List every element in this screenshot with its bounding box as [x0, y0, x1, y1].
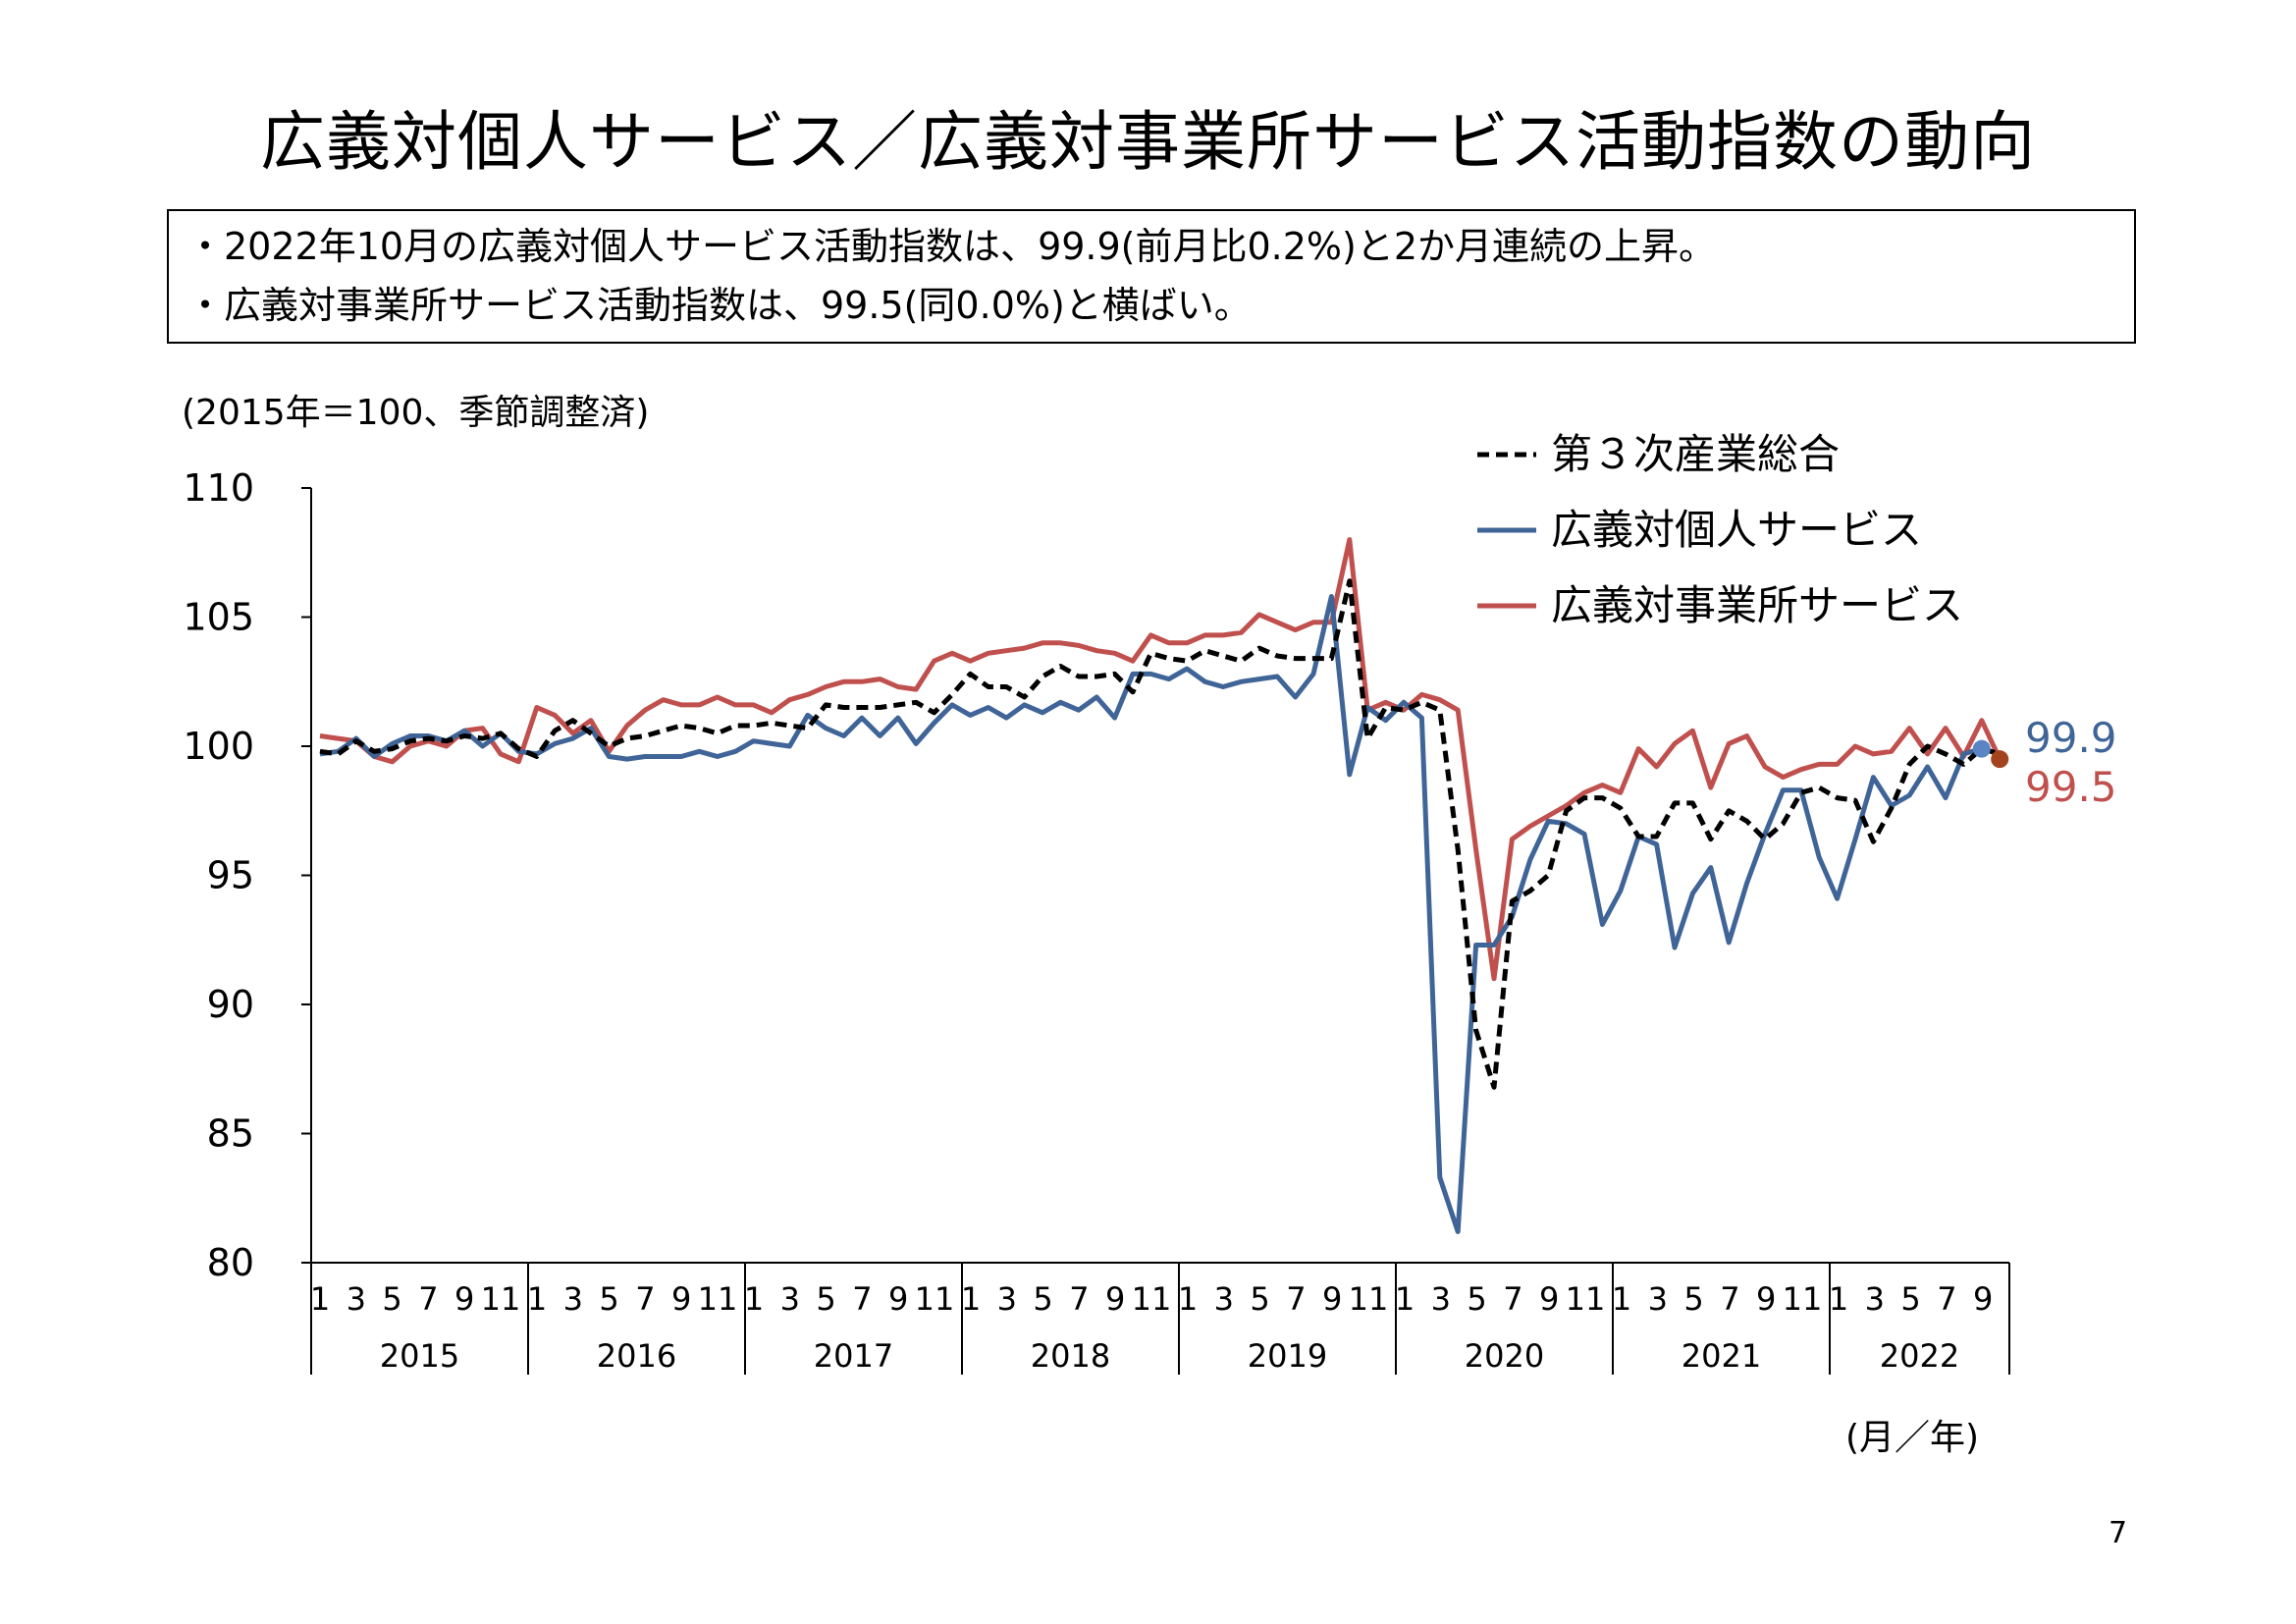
- x-month-label: 3: [1865, 1280, 1885, 1318]
- x-month-label: 9: [1756, 1280, 1776, 1318]
- x-month-label: 5: [1467, 1280, 1486, 1318]
- x-year-label: 2022: [1880, 1337, 1959, 1375]
- x-month-label: 1: [744, 1280, 764, 1318]
- y-tick-label: 90: [207, 983, 254, 1026]
- x-year-label: 2021: [1682, 1337, 1761, 1375]
- x-month-label: 7: [1720, 1280, 1739, 1318]
- y-tick-label: 80: [207, 1241, 254, 1284]
- unit-note: (2015年＝100、季節調整済): [182, 393, 650, 433]
- x-month-label: 5: [1250, 1280, 1269, 1318]
- summary-line-personal: ・2022年10月の広義対個人サービス活動指数は、99.9(前月比0.2%)と2…: [187, 225, 1717, 268]
- summary-box: ・2022年10月の広義対個人サービス活動指数は、99.9(前月比0.2%)と2…: [167, 209, 2136, 344]
- x-month-label: 7: [1286, 1280, 1306, 1318]
- x-month-label: 1: [961, 1280, 981, 1318]
- x-month-label: 5: [1900, 1280, 1920, 1318]
- x-month-label: 9: [888, 1280, 908, 1318]
- x-month-label: 3: [347, 1280, 366, 1318]
- x-month-label: 5: [599, 1280, 618, 1318]
- series-line-広義対事業所サービス: [319, 537, 2002, 982]
- series-end-marker: [1991, 750, 2009, 769]
- x-month-label: 7: [1937, 1280, 1956, 1318]
- x-year-label: 2019: [1248, 1337, 1327, 1375]
- x-month-label: 9: [1539, 1280, 1559, 1318]
- x-month-label: 11: [1349, 1280, 1389, 1318]
- x-year-label: 2018: [1031, 1337, 1110, 1375]
- x-month-label: 11: [481, 1280, 521, 1318]
- x-month-label: 7: [1503, 1280, 1522, 1318]
- x-month-label: 9: [454, 1280, 474, 1318]
- series-end-marker: [1972, 739, 1991, 758]
- x-year-label: 2020: [1465, 1337, 1544, 1375]
- x-month-label: 3: [563, 1280, 583, 1318]
- x-month-label: 1: [1829, 1280, 1848, 1318]
- x-month-label: 3: [780, 1280, 800, 1318]
- x-month-label: 1: [1612, 1280, 1631, 1318]
- x-month-label: 9: [1973, 1280, 1993, 1318]
- x-month-label: 1: [527, 1280, 547, 1318]
- x-month-label: 5: [816, 1280, 835, 1318]
- series-line-第３次産業総合: [319, 578, 2001, 1090]
- x-month-label: 1: [1178, 1280, 1198, 1318]
- page-number: 7: [2109, 1516, 2128, 1550]
- legend-label: 広義対個人サービス: [1551, 506, 1922, 554]
- x-month-label: 7: [635, 1280, 655, 1318]
- y-tick-label: 95: [207, 854, 254, 897]
- y-tick-label: 105: [183, 596, 254, 639]
- legend-label: 第３次産業総合: [1551, 430, 1840, 478]
- x-month-label: 1: [1395, 1280, 1415, 1318]
- x-month-label: 3: [1214, 1280, 1234, 1318]
- y-tick-label: 110: [183, 466, 254, 510]
- x-month-label: 7: [1069, 1280, 1089, 1318]
- summary-line-business: ・広義対事業所サービス活動指数は、99.5(同0.0%)と横ばい。: [187, 284, 1252, 327]
- x-year-label: 2016: [597, 1337, 676, 1375]
- x-month-label: 3: [1648, 1280, 1668, 1318]
- x-month-label: 11: [1566, 1280, 1606, 1318]
- x-month-label: 11: [1783, 1280, 1823, 1318]
- x-month-label: 3: [1431, 1280, 1451, 1318]
- x-month-label: 5: [382, 1280, 401, 1318]
- y-tick-label: 100: [183, 725, 254, 768]
- x-month-label: 9: [1105, 1280, 1125, 1318]
- x-axis-unit-label: (月／年): [1845, 1418, 1980, 1458]
- x-month-label: 9: [1322, 1280, 1342, 1318]
- x-month-label: 5: [1033, 1280, 1052, 1318]
- x-month-label: 11: [1132, 1280, 1172, 1318]
- x-month-label: 11: [698, 1280, 738, 1318]
- chart-series: 99.999.5: [319, 537, 2117, 1234]
- page-title: 広義対個人サービス／広義対事業所サービス活動指数の動向: [260, 104, 2036, 180]
- x-month-label: 1: [310, 1280, 330, 1318]
- x-year-label: 2017: [814, 1337, 893, 1375]
- x-month-label: 7: [418, 1280, 438, 1318]
- x-month-label: 5: [1683, 1280, 1703, 1318]
- x-month-label: 9: [671, 1280, 691, 1318]
- x-month-label: 3: [997, 1280, 1017, 1318]
- series-end-label: 99.5: [2025, 763, 2117, 811]
- legend-label: 広義対事業所サービス: [1551, 581, 1963, 629]
- x-month-label: 11: [915, 1280, 955, 1318]
- x-month-label: 7: [852, 1280, 872, 1318]
- series-line-広義対個人サービス: [319, 594, 1983, 1234]
- series-end-label: 99.9: [2025, 714, 2117, 762]
- y-tick-label: 85: [207, 1112, 254, 1156]
- x-year-label: 2015: [380, 1337, 459, 1375]
